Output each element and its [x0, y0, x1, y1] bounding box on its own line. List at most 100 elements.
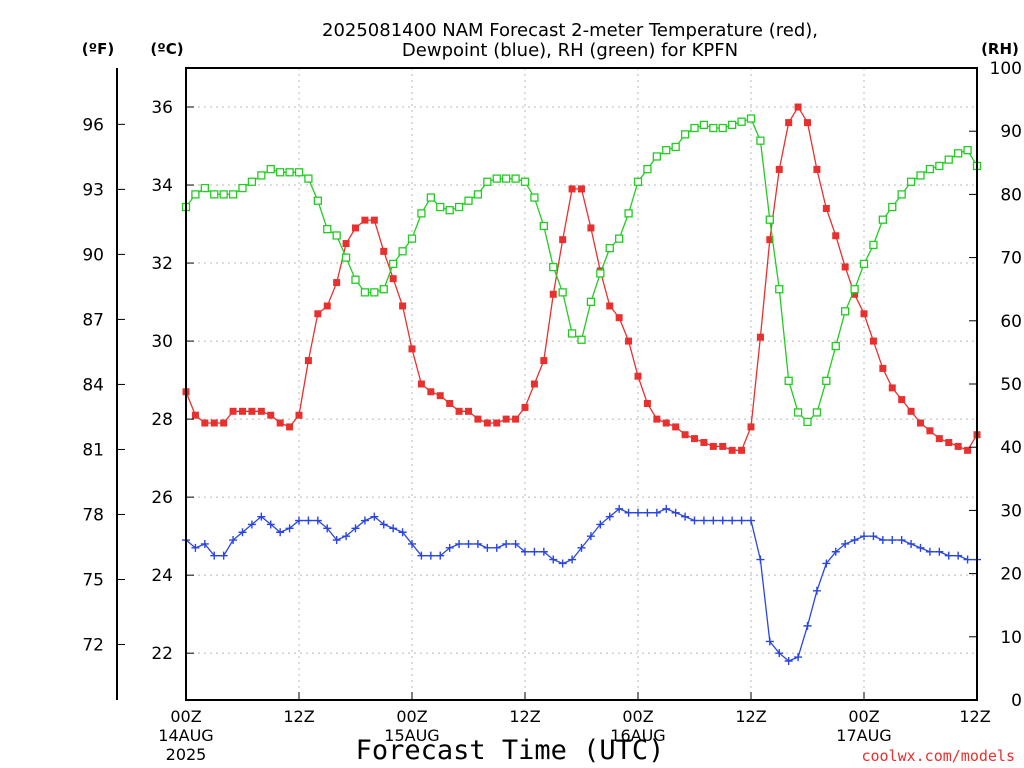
fahrenheit-axis-unit: (ºF) — [82, 40, 114, 58]
temperature-point — [945, 439, 953, 447]
rh-point — [341, 253, 351, 262]
temperature-point — [766, 236, 774, 244]
dewpoint-point — [238, 528, 247, 537]
temperature-point — [700, 439, 708, 447]
rh-tick-label: 80 — [1000, 185, 1022, 205]
rh-point — [257, 171, 266, 180]
dewpoint-point — [332, 536, 341, 545]
fahrenheit-tick-label: 78 — [82, 505, 104, 525]
dewpoint-point — [568, 555, 577, 564]
rh-point — [897, 190, 906, 199]
temperature-point — [530, 380, 538, 388]
dewpoint-point — [445, 543, 454, 552]
temperature-point — [427, 388, 435, 396]
rh-point — [784, 376, 793, 385]
dewpoint-point — [963, 555, 972, 564]
dewpoint-point — [671, 508, 680, 517]
dewpoint-point — [728, 516, 737, 525]
rh-point — [426, 193, 435, 202]
rh-point — [511, 174, 520, 183]
celsius-tick-label: 34 — [151, 176, 173, 196]
fahrenheit-tick-label: 96 — [82, 115, 104, 135]
dewpoint-point — [285, 524, 294, 533]
rh-axis-unit: (RH) — [981, 40, 1019, 58]
rh-point — [247, 177, 257, 186]
temperature-point — [361, 216, 369, 224]
rh-point — [210, 190, 219, 199]
temperature-point — [578, 185, 585, 193]
dewpoint-point — [351, 524, 360, 533]
dewpoint-point — [295, 516, 303, 525]
temperature-point — [276, 419, 284, 427]
dewpoint-point — [408, 539, 416, 548]
dewpoint-point — [455, 539, 464, 548]
temperature-point — [747, 423, 755, 431]
dewpoint-point — [266, 520, 275, 529]
x-date-label: 17AUG — [836, 726, 891, 745]
temperature-point — [540, 357, 548, 365]
temperature-point — [794, 103, 802, 111]
series-layer — [181, 103, 982, 665]
x-tick-label: 12Z — [735, 707, 766, 726]
dewpoint-point — [869, 532, 878, 541]
dewpoint-point — [925, 547, 934, 556]
rh-point — [436, 202, 445, 212]
temperature-point — [549, 290, 557, 298]
dewpoint-point — [850, 536, 859, 545]
rh-point — [963, 146, 972, 155]
fahrenheit-tick-label: 87 — [82, 310, 104, 330]
dewpoint-point — [605, 512, 614, 521]
rh-point — [841, 307, 850, 316]
dewpoint-point — [794, 653, 803, 662]
rh-tick-label: 90 — [1000, 122, 1022, 142]
dewpoint-point — [897, 536, 906, 545]
rh-point — [709, 123, 718, 133]
rh-tick-label: 20 — [1000, 565, 1022, 585]
dewpoint-point — [304, 516, 313, 525]
dewpoint-point — [436, 551, 445, 560]
temperature-point — [295, 411, 303, 419]
temperature-point — [267, 411, 275, 419]
rh-point — [398, 247, 407, 256]
rh-tick-label: 0 — [1011, 691, 1022, 711]
temperature-point — [257, 407, 265, 415]
rh-point — [718, 123, 727, 133]
temperature-point — [408, 345, 416, 353]
x-date-label: 14AUG — [158, 726, 213, 745]
credit-link[interactable]: coolwx.com/models — [861, 747, 1015, 765]
temperature-point — [399, 302, 407, 310]
rh-point — [812, 408, 822, 417]
temperature-point — [898, 396, 906, 404]
rh-point — [379, 285, 388, 294]
temperature-point — [888, 384, 896, 392]
temperature-point — [907, 407, 915, 415]
dewpoint-point — [765, 637, 774, 646]
temperature-point — [964, 446, 972, 454]
temperature-point — [521, 403, 529, 411]
temperature-point — [248, 407, 256, 415]
temperature-point — [709, 442, 717, 450]
dewpoint-point — [634, 508, 642, 517]
temperature-point — [804, 119, 811, 127]
fahrenheit-tick-label: 93 — [82, 180, 104, 200]
rh-point — [266, 164, 275, 174]
dewpoint-point — [257, 512, 266, 521]
rh-point — [954, 149, 963, 158]
temperature-point — [342, 240, 350, 248]
dewpoint-point — [784, 656, 793, 665]
rh-point — [577, 335, 586, 344]
rh-point — [539, 221, 548, 231]
dewpoint-point — [426, 551, 435, 560]
dewpoint-point — [539, 547, 548, 556]
temperature-point — [559, 236, 567, 244]
rh-point — [417, 209, 426, 218]
dewpoint-point — [954, 551, 963, 560]
temperature-point — [813, 165, 821, 173]
temperature-point — [606, 302, 614, 310]
rh-point — [793, 408, 803, 417]
temperature-point — [239, 407, 246, 415]
temperature-point — [822, 204, 830, 212]
x-date-label: 15AUG — [384, 726, 439, 745]
temperature-point — [587, 224, 595, 232]
dewpoint-point — [200, 539, 209, 548]
